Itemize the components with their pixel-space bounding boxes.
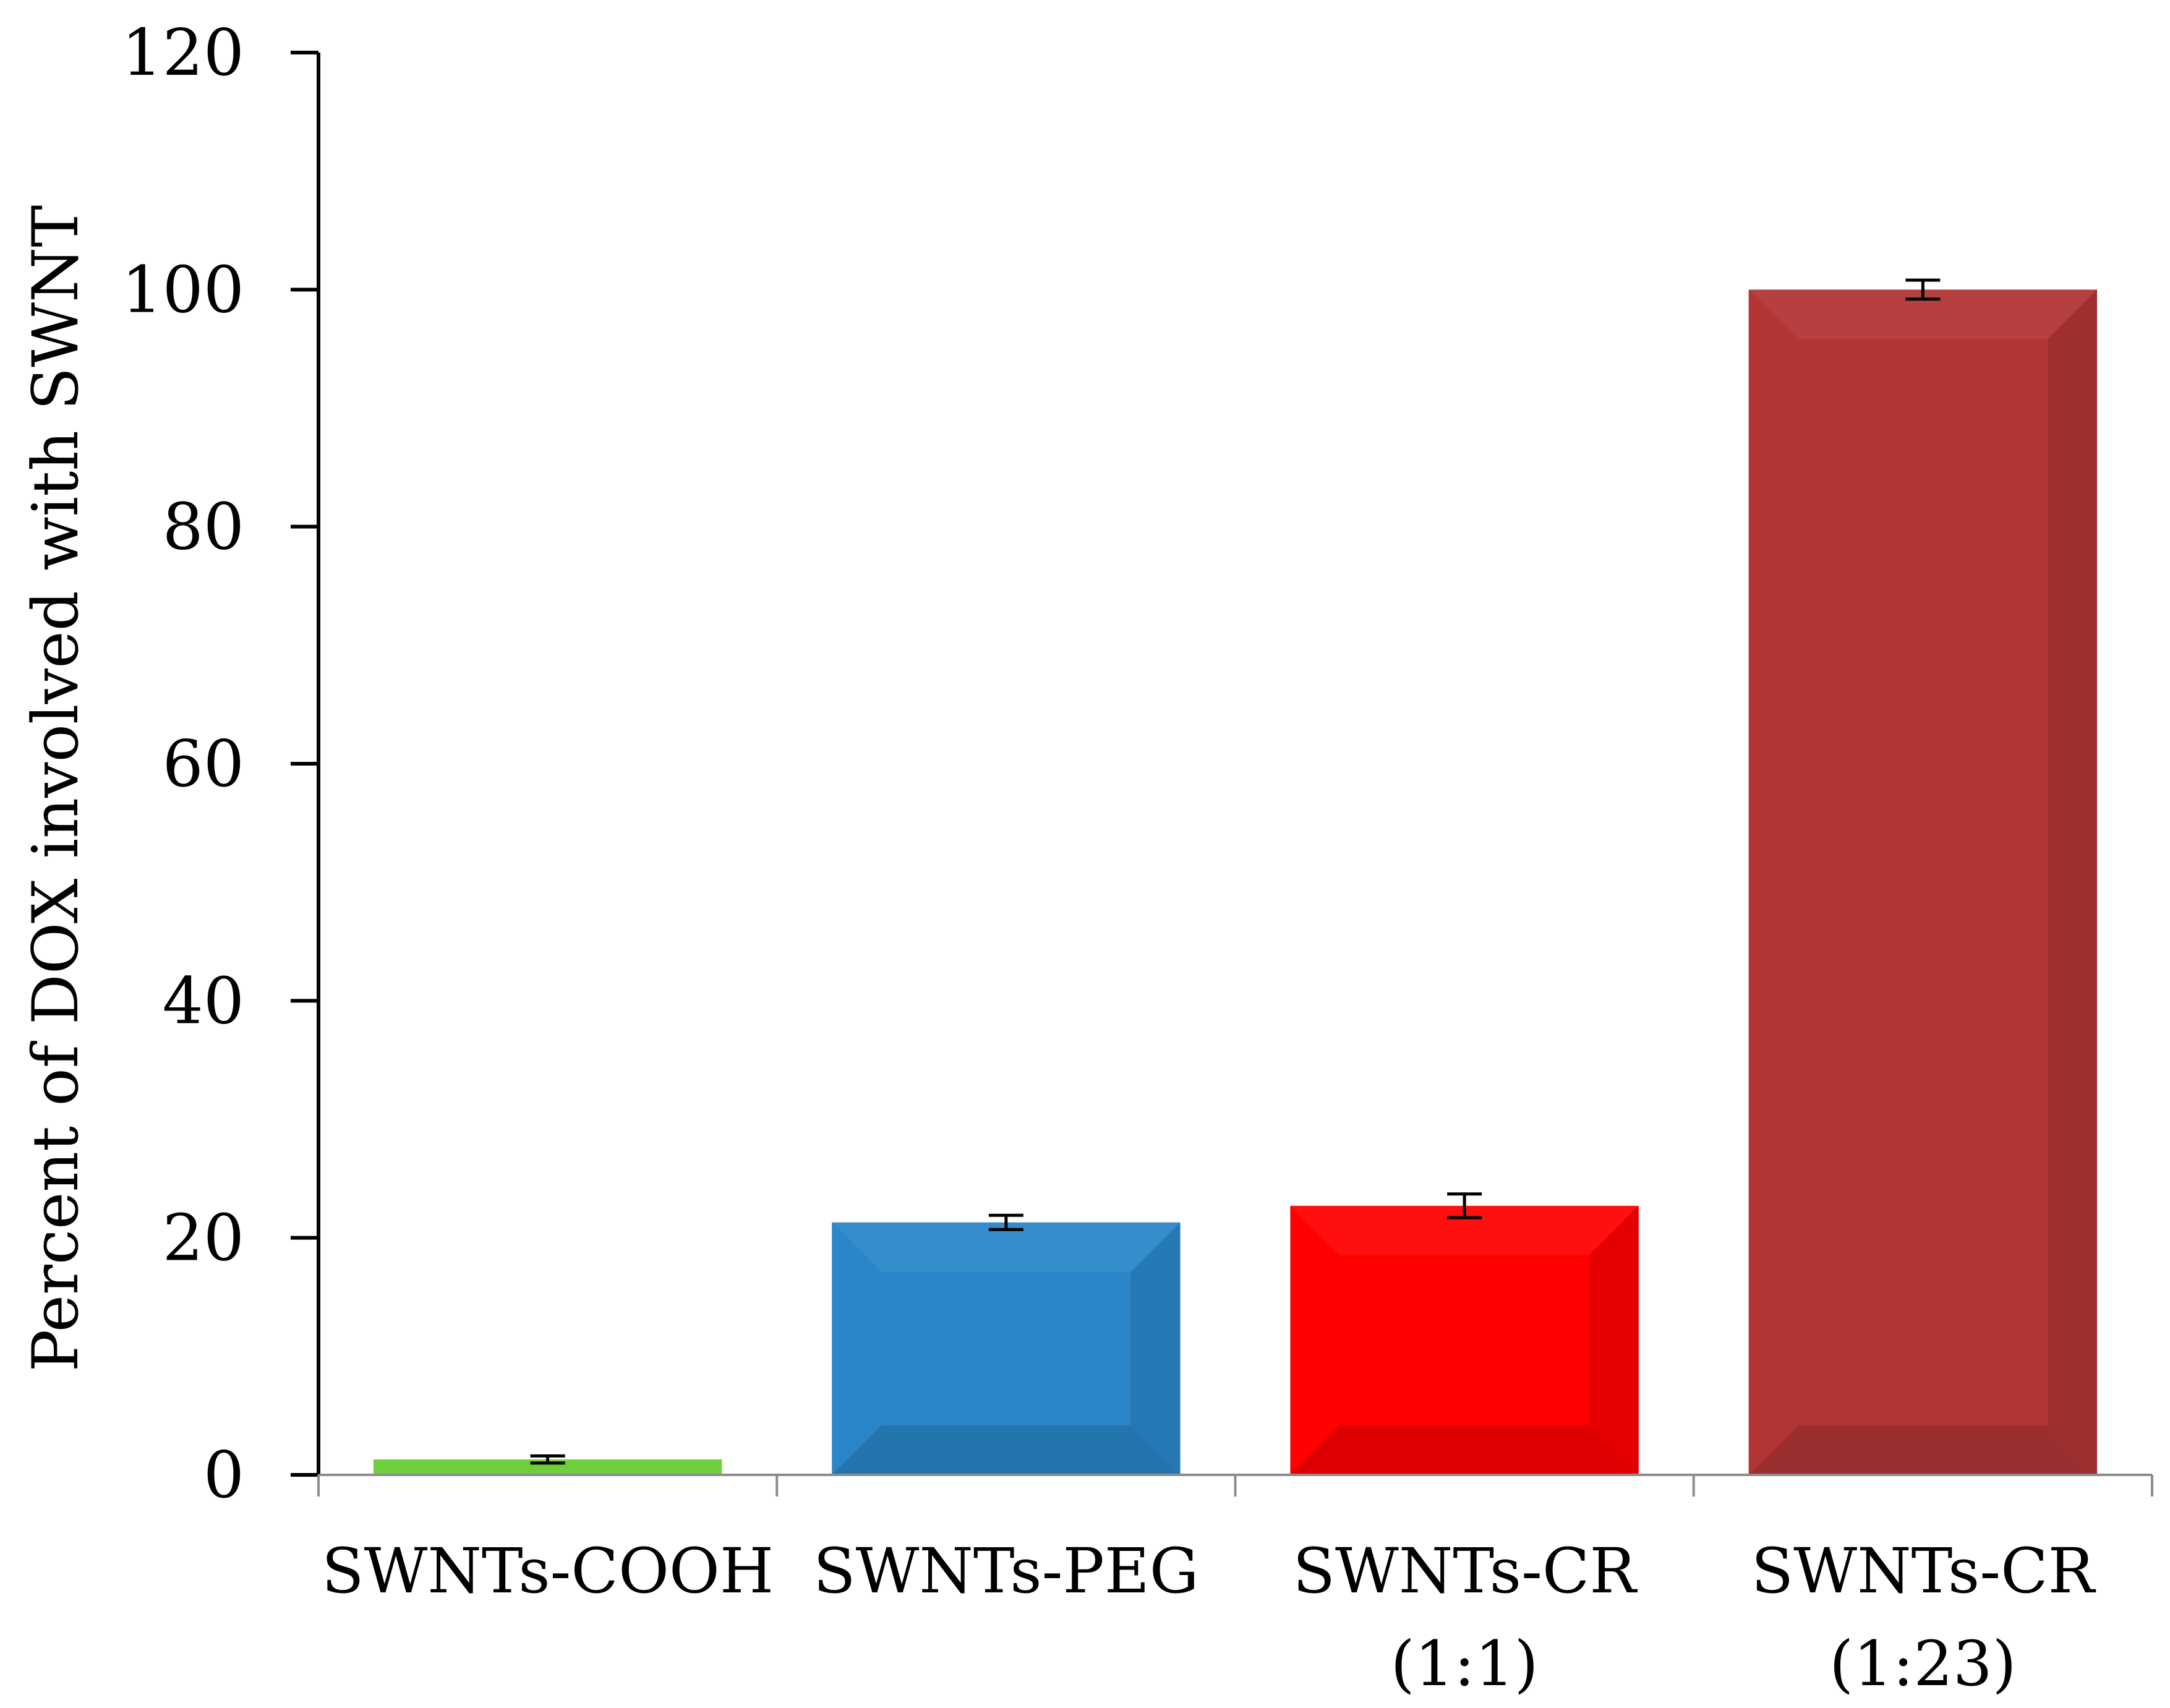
bar-bevel-top [832, 1222, 1181, 1272]
y-tick-label: 80 [163, 489, 244, 565]
bar-bevel-right [2048, 289, 2098, 1475]
bar [1748, 289, 2098, 1475]
bars-layer [373, 289, 2098, 1475]
bar [1290, 1205, 1639, 1475]
bar-bevel-right [1589, 1205, 1639, 1475]
y-tick-label: 20 [163, 1200, 244, 1276]
bar-bevel-bottom [832, 1425, 1181, 1475]
bar-bevel-bottom [1748, 1425, 2098, 1475]
y-tick-label: 100 [121, 252, 244, 327]
x-ticks: SWNTs-COOH SWNTs-PEG SWNTs-CR (1:1) SWNTs-CR… [317, 1475, 2153, 1700]
y-tick-label: 0 [203, 1437, 244, 1513]
y-tick-label: 120 [121, 15, 244, 90]
bar-bevel-top [1290, 1205, 1639, 1255]
x-tick-label: (1:1) [1391, 1628, 1539, 1700]
x-tick-label: SWNTs-PEG [813, 1535, 1199, 1607]
y-tick-label: 60 [163, 726, 244, 801]
error-bars [530, 278, 1941, 1465]
y-ticks: 0 20 40 60 80 100 120 [121, 15, 318, 1513]
x-tick-label: SWNTs-COOH [322, 1535, 774, 1607]
x-tick-label: (1:23) [1829, 1628, 2017, 1700]
x-tick-label: SWNTs-CR [1293, 1535, 1638, 1607]
y-tick-label: 40 [163, 963, 244, 1038]
y-axis-label: Percent of DOX involved with SWNT [19, 205, 93, 1372]
bar [832, 1222, 1181, 1475]
bar-bevel-right [1130, 1222, 1181, 1475]
bar-group [832, 1222, 1181, 1475]
bar-group [1290, 1205, 1639, 1475]
x-tick-label: SWNTs-CR [1751, 1535, 2096, 1607]
bar-bevel-top [1748, 289, 2098, 339]
bar-group [1748, 289, 2098, 1475]
bar-bevel-bottom [1290, 1425, 1639, 1475]
